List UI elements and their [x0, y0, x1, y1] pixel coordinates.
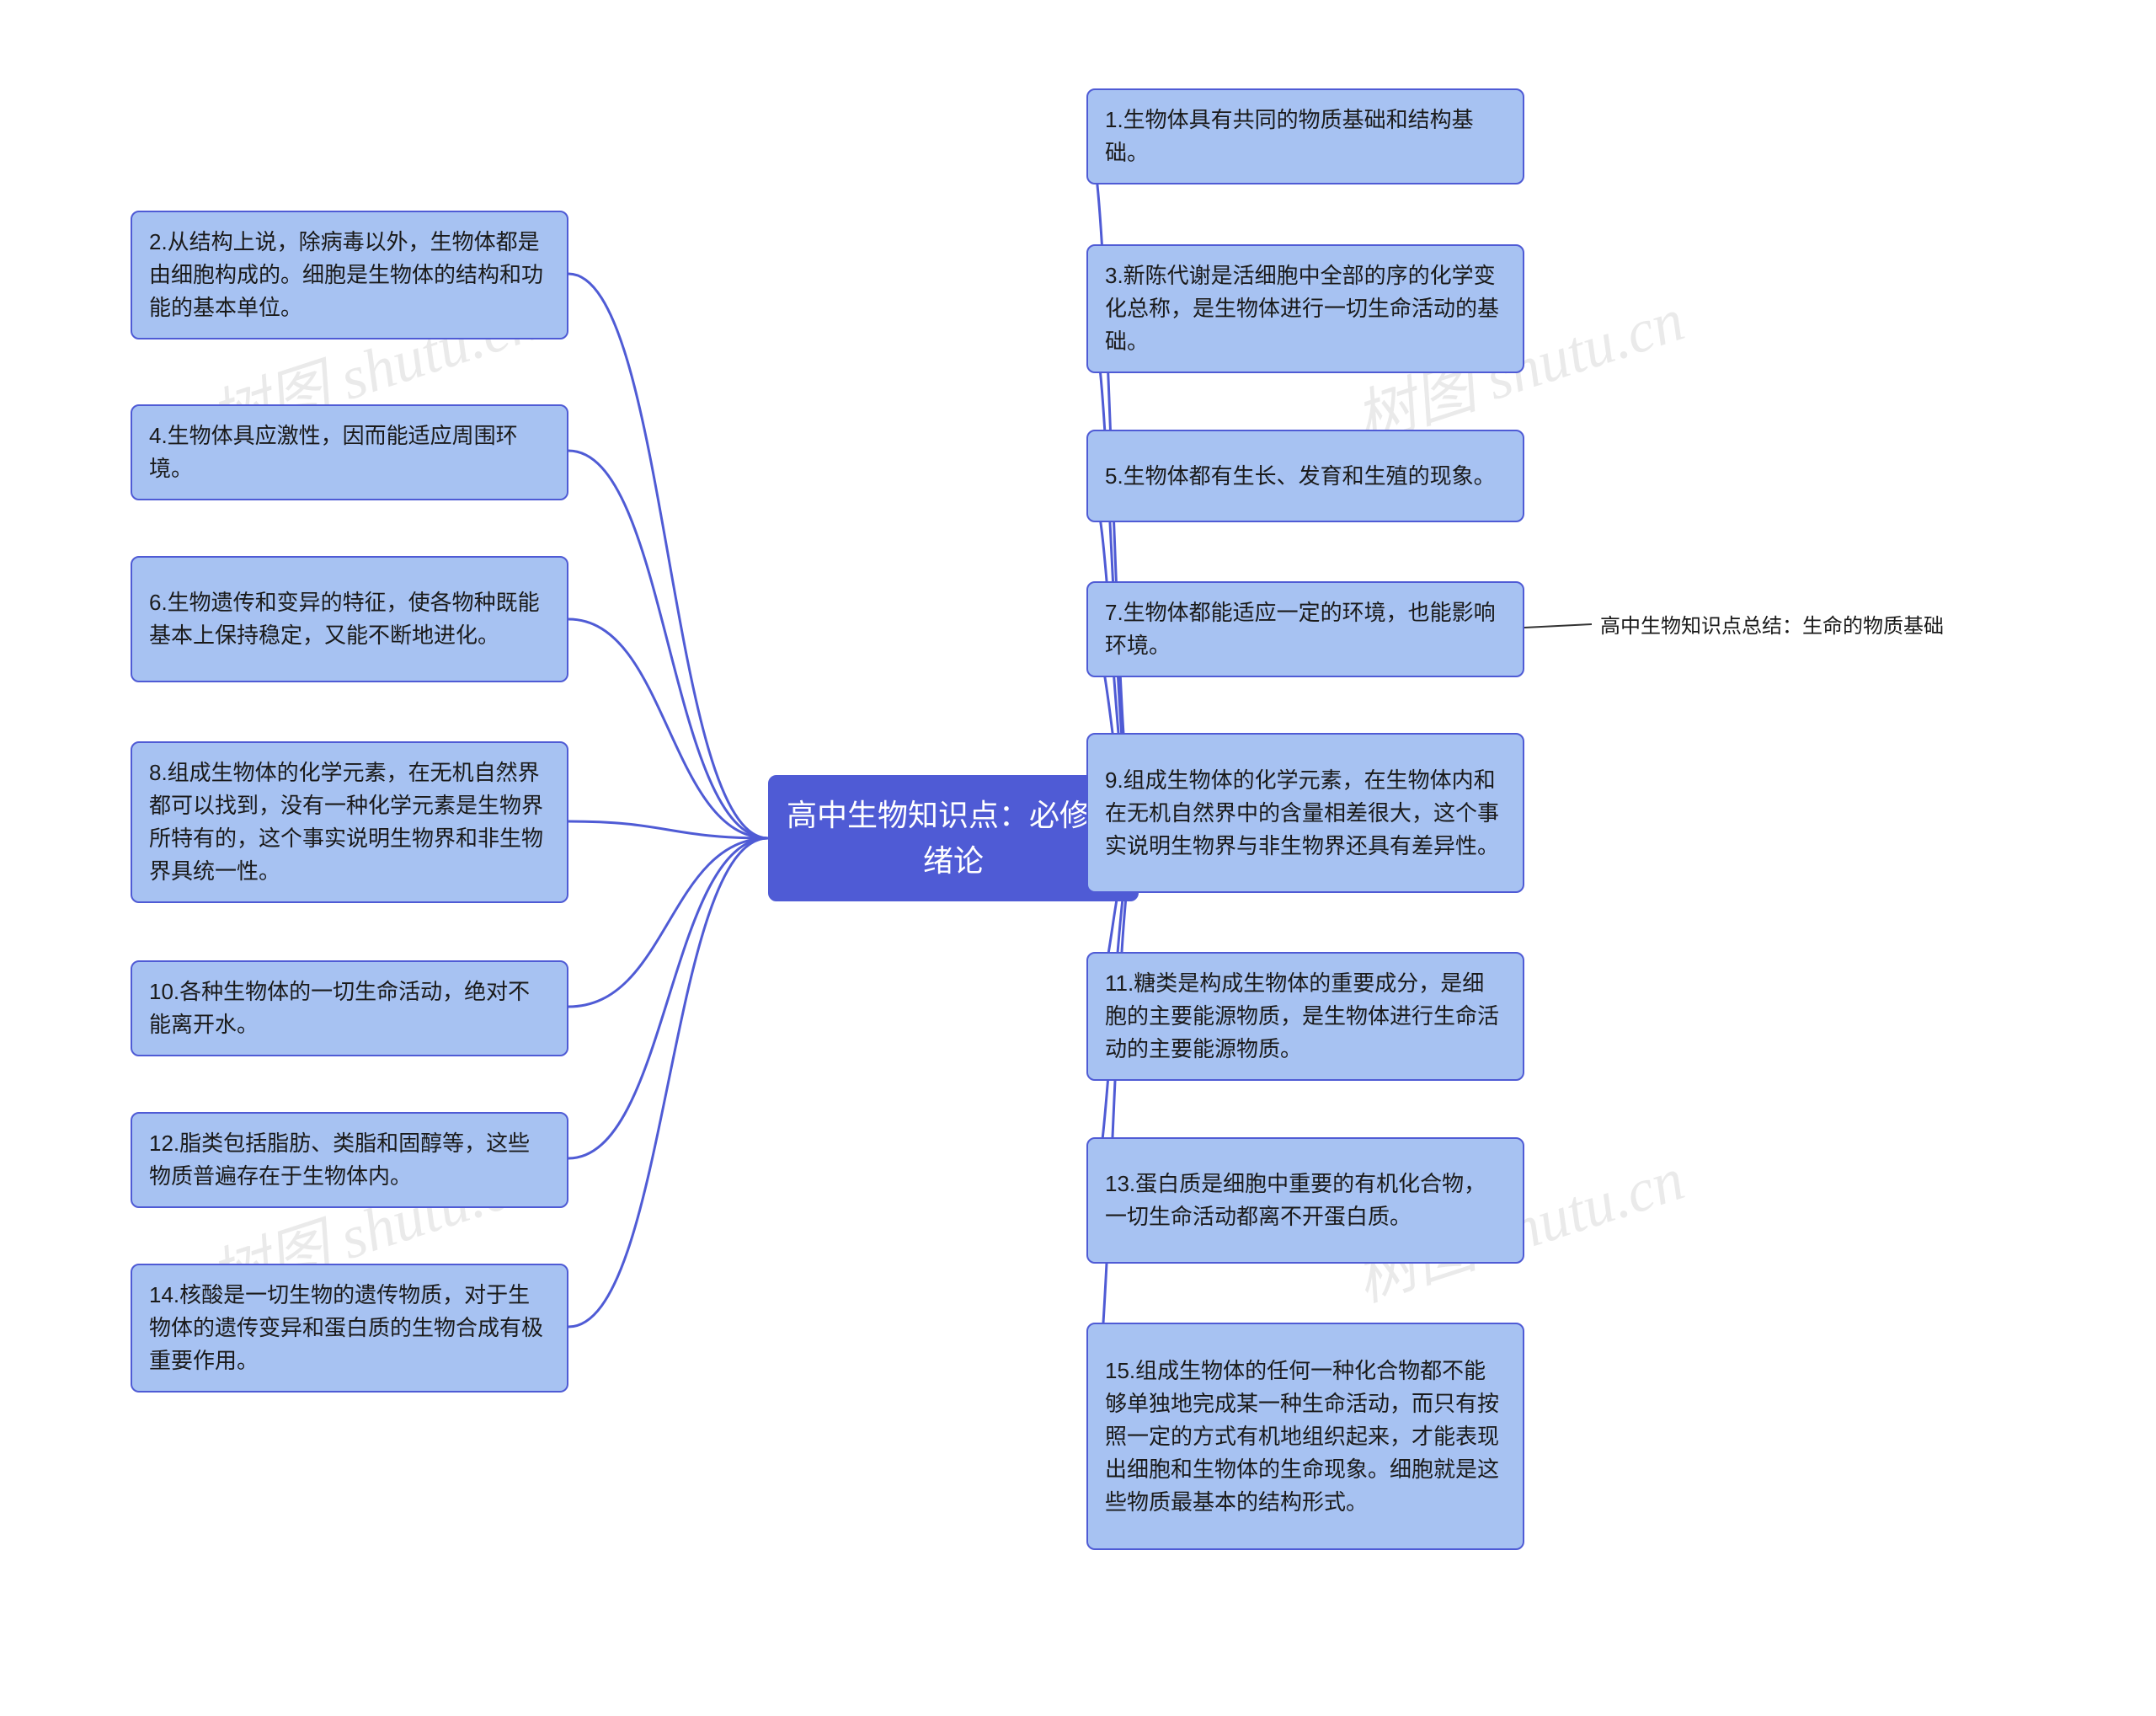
- branch-node-12[interactable]: 12.脂类包括脂肪、类脂和固醇等，这些物质普遍存在于生物体内。: [131, 1112, 568, 1208]
- branch-node-7[interactable]: 7.生物体都能适应一定的环境，也能影响环境。: [1086, 581, 1524, 677]
- leaf-node[interactable]: 高中生物知识点总结：生命的物质基础: [1600, 612, 1944, 641]
- branch-node-14[interactable]: 14.核酸是一切生物的遗传物质，对于生物体的遗传变异和蛋白质的生物合成有极重要作…: [131, 1264, 568, 1393]
- branch-node-11[interactable]: 11.糖类是构成生物体的重要成分，是细胞的主要能源物质，是生物体进行生命活动的主…: [1086, 952, 1524, 1081]
- center-node[interactable]: 高中生物知识点：必修本绪论: [768, 775, 1139, 901]
- branch-node-8[interactable]: 8.组成生物体的化学元素，在无机自然界都可以找到，没有一种化学元素是生物界所特有…: [131, 741, 568, 903]
- branch-node-15[interactable]: 15.组成生物体的任何一种化合物都不能够单独地完成某一种生命活动，而只有按照一定…: [1086, 1323, 1524, 1550]
- branch-node-13[interactable]: 13.蛋白质是细胞中重要的有机化合物，一切生命活动都离不开蛋白质。: [1086, 1137, 1524, 1264]
- branch-node-9[interactable]: 9.组成生物体的化学元素，在生物体内和在无机自然界中的含量相差很大，这个事实说明…: [1086, 733, 1524, 893]
- mindmap-canvas: 树图 shutu.cn 树图 shutu.cn 树图 shutu.cn 树图 s…: [0, 0, 2156, 1716]
- branch-node-4[interactable]: 4.生物体具应激性，因而能适应周围环境。: [131, 404, 568, 500]
- branch-node-1[interactable]: 1.生物体具有共同的物质基础和结构基础。: [1086, 88, 1524, 184]
- branch-node-6[interactable]: 6.生物遗传和变异的特征，使各物种既能基本上保持稳定，又能不断地进化。: [131, 556, 568, 682]
- branch-node-2[interactable]: 2.从结构上说，除病毒以外，生物体都是由细胞构成的。细胞是生物体的结构和功能的基…: [131, 211, 568, 339]
- branch-node-3[interactable]: 3.新陈代谢是活细胞中全部的序的化学变化总称，是生物体进行一切生命活动的基础。: [1086, 244, 1524, 373]
- branch-node-10[interactable]: 10.各种生物体的一切生命活动，绝对不能离开水。: [131, 960, 568, 1056]
- branch-node-5[interactable]: 5.生物体都有生长、发育和生殖的现象。: [1086, 430, 1524, 522]
